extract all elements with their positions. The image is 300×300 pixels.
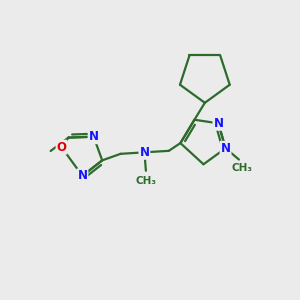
Text: CH₃: CH₃ <box>232 163 253 173</box>
Text: N: N <box>88 130 99 143</box>
Text: N: N <box>77 169 87 182</box>
Text: N: N <box>220 142 230 155</box>
Text: N: N <box>140 146 149 159</box>
Text: CH₃: CH₃ <box>135 176 156 186</box>
Text: O: O <box>56 141 67 154</box>
Text: N: N <box>213 117 224 130</box>
